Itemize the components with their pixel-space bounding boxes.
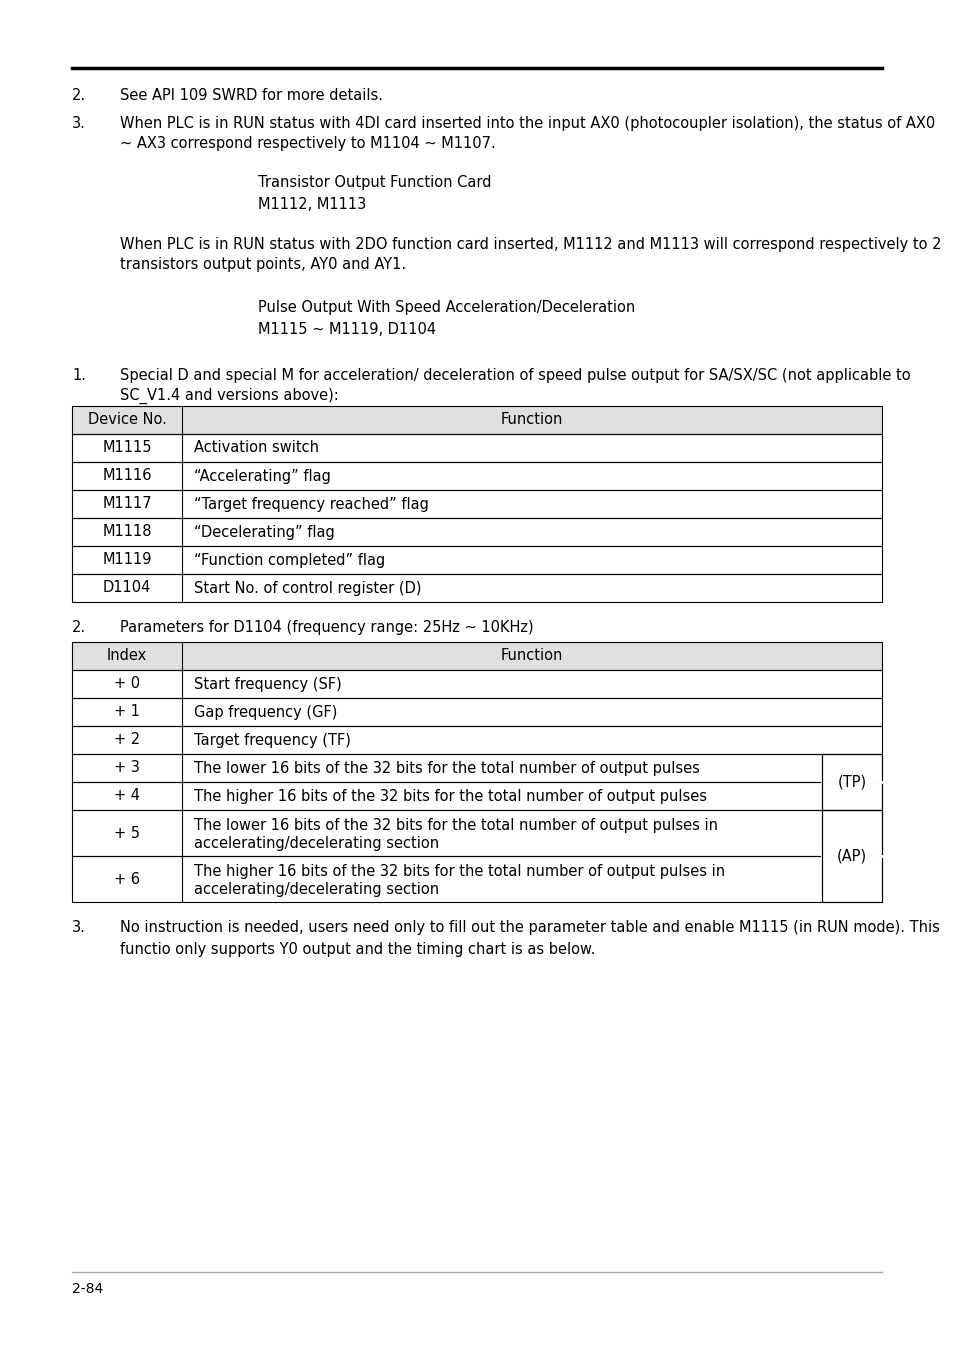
Text: M1118: M1118 — [102, 525, 152, 540]
Text: Index: Index — [107, 648, 147, 663]
Text: ~ AX3 correspond respectively to M1104 ~ M1107.: ~ AX3 correspond respectively to M1104 ~… — [120, 136, 496, 151]
Text: The lower 16 bits of the 32 bits for the total number of output pulses in: The lower 16 bits of the 32 bits for the… — [193, 818, 718, 833]
Text: No instruction is needed, users need only to fill out the parameter table and en: No instruction is needed, users need onl… — [120, 919, 939, 936]
Text: SC_V1.4 and versions above):: SC_V1.4 and versions above): — [120, 387, 338, 404]
Text: M1117: M1117 — [102, 497, 152, 512]
Text: M1115: M1115 — [102, 440, 152, 455]
Bar — [71, 755, 882, 782]
Text: accelerating/decelerating section: accelerating/decelerating section — [193, 882, 438, 896]
Text: See API 109 SWRD for more details.: See API 109 SWRD for more details. — [120, 88, 382, 103]
Bar — [71, 643, 882, 670]
Text: 2.: 2. — [71, 88, 86, 103]
Text: 1.: 1. — [71, 369, 86, 383]
Text: 3.: 3. — [71, 919, 86, 936]
Text: transistors output points, AY0 and AY1.: transistors output points, AY0 and AY1. — [120, 256, 406, 271]
Text: M1116: M1116 — [102, 468, 152, 483]
Text: (TP): (TP) — [837, 775, 865, 790]
Text: M1119: M1119 — [102, 552, 152, 567]
Text: + 5: + 5 — [113, 825, 140, 841]
Text: 3.: 3. — [71, 116, 86, 131]
Text: (AP): (AP) — [836, 849, 866, 864]
Text: “Accelerating” flag: “Accelerating” flag — [193, 468, 331, 483]
Text: “Target frequency reached” flag: “Target frequency reached” flag — [193, 497, 429, 512]
Text: + 3: + 3 — [114, 760, 140, 775]
Text: Gap frequency (GF): Gap frequency (GF) — [193, 705, 337, 720]
Bar — [71, 698, 882, 726]
Bar — [71, 856, 882, 902]
Text: When PLC is in RUN status with 2DO function card inserted, M1112 and M1113 will : When PLC is in RUN status with 2DO funct… — [120, 238, 941, 252]
Bar — [71, 670, 882, 698]
Text: Parameters for D1104 (frequency range: 25Hz ~ 10KHz): Parameters for D1104 (frequency range: 2… — [120, 620, 533, 634]
Text: D1104: D1104 — [103, 580, 151, 595]
Bar — [71, 574, 882, 602]
Text: M1115 ~ M1119, D1104: M1115 ~ M1119, D1104 — [257, 323, 436, 338]
Text: + 0: + 0 — [113, 676, 140, 691]
Bar — [71, 433, 882, 462]
Text: Activation switch: Activation switch — [193, 440, 318, 455]
Text: 2.: 2. — [71, 620, 86, 634]
Text: Function: Function — [500, 413, 562, 428]
Bar — [71, 462, 882, 490]
Text: M1112, M1113: M1112, M1113 — [257, 197, 366, 212]
Text: Start No. of control register (D): Start No. of control register (D) — [193, 580, 421, 595]
Text: Start frequency (SF): Start frequency (SF) — [193, 676, 341, 691]
Bar — [71, 490, 882, 518]
Bar — [71, 545, 882, 574]
Bar — [71, 406, 882, 433]
Text: Pulse Output With Speed Acceleration/Deceleration: Pulse Output With Speed Acceleration/Dec… — [257, 300, 635, 315]
Text: The lower 16 bits of the 32 bits for the total number of output pulses: The lower 16 bits of the 32 bits for the… — [193, 760, 700, 775]
Text: 2-84: 2-84 — [71, 1282, 103, 1296]
Text: The higher 16 bits of the 32 bits for the total number of output pulses: The higher 16 bits of the 32 bits for th… — [193, 788, 706, 803]
Text: functio only supports Y0 output and the timing chart is as below.: functio only supports Y0 output and the … — [120, 942, 595, 957]
Text: Device No.: Device No. — [88, 413, 166, 428]
Text: accelerating/decelerating section: accelerating/decelerating section — [193, 836, 438, 850]
Text: + 4: + 4 — [113, 788, 140, 803]
Text: + 2: + 2 — [113, 733, 140, 748]
Text: + 1: + 1 — [113, 705, 140, 720]
Text: Function: Function — [500, 648, 562, 663]
Bar — [821, 810, 882, 902]
Bar — [821, 755, 882, 810]
Text: The higher 16 bits of the 32 bits for the total number of output pulses in: The higher 16 bits of the 32 bits for th… — [193, 864, 724, 879]
Text: “Decelerating” flag: “Decelerating” flag — [193, 525, 335, 540]
Bar — [71, 782, 882, 810]
Text: Special D and special M for acceleration/ deceleration of speed pulse output for: Special D and special M for acceleration… — [120, 369, 910, 383]
Text: + 6: + 6 — [113, 872, 140, 887]
Text: When PLC is in RUN status with 4DI card inserted into the input AX0 (photocouple: When PLC is in RUN status with 4DI card … — [120, 116, 934, 131]
Bar — [71, 518, 882, 545]
Bar — [71, 726, 882, 755]
Text: Transistor Output Function Card: Transistor Output Function Card — [257, 176, 491, 190]
Text: “Function completed” flag: “Function completed” flag — [193, 552, 385, 567]
Text: Target frequency (TF): Target frequency (TF) — [193, 733, 351, 748]
Bar — [71, 810, 882, 856]
